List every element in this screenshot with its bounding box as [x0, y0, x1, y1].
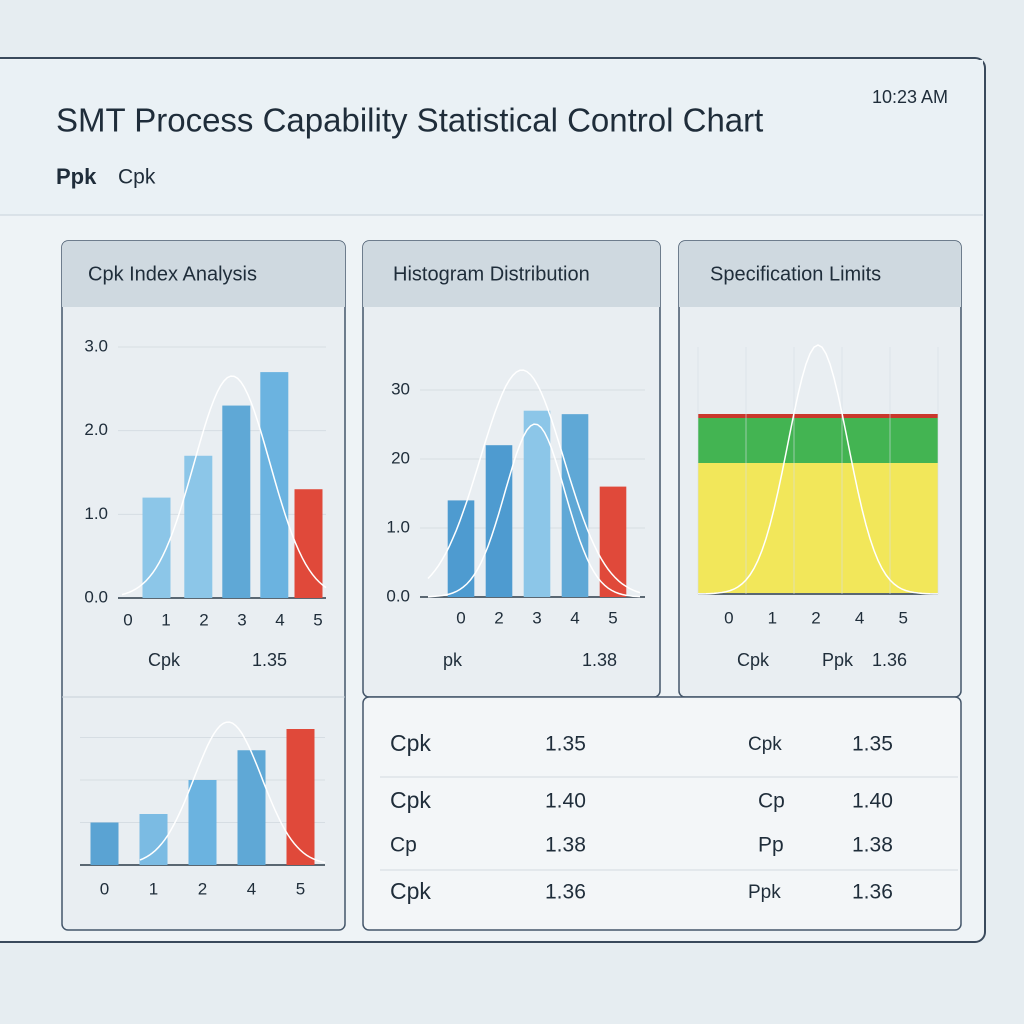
bar [184, 455, 213, 598]
table-label: Pp [758, 834, 784, 857]
bell-curve [139, 721, 326, 864]
table-label: Cp [758, 790, 785, 813]
panel-title: Cpk Index Analysis [88, 263, 257, 285]
x-tick-label: 2 [198, 879, 207, 898]
table-value: 1.35 [852, 733, 893, 756]
annotation: pk [443, 650, 463, 670]
bar [286, 729, 315, 865]
table-label: Cpk [390, 730, 431, 756]
x-tick-label: 5 [296, 879, 305, 898]
x-tick-label: 4 [570, 608, 579, 627]
bar [237, 750, 266, 865]
band-green [698, 418, 938, 463]
time: 10:23 AM [872, 87, 948, 107]
table-value: 1.35 [545, 733, 586, 756]
annotation: Ppk [822, 650, 854, 670]
bell-curve [121, 375, 327, 596]
panel-title: Histogram Distribution [393, 263, 590, 285]
x-tick-label: 4 [275, 610, 284, 629]
x-tick-label: 0 [123, 610, 132, 629]
bar [485, 445, 513, 597]
x-tick-label: 0 [100, 879, 109, 898]
x-tick-label: 0 [724, 608, 733, 627]
y-tick-label: 30 [391, 379, 410, 398]
y-tick-label: 1.0 [84, 504, 108, 523]
bar [188, 780, 217, 865]
y-tick-label: 0.0 [84, 587, 108, 606]
x-tick-label: 3 [532, 608, 541, 627]
table-value: 1.36 [852, 881, 893, 904]
panel-title: Specification Limits [710, 263, 881, 285]
tag: Ppk [56, 164, 97, 189]
tag: Cpk [118, 166, 156, 189]
table-panel [362, 696, 962, 931]
y-tick-label: 20 [391, 448, 410, 467]
x-tick-label: 1 [161, 610, 170, 629]
bell-curve [427, 369, 641, 594]
bar [523, 410, 551, 597]
band-yellow [698, 463, 938, 593]
bar [222, 405, 251, 598]
x-tick-label: 3 [237, 610, 246, 629]
table-value: 1.36 [545, 881, 586, 904]
band-red [698, 414, 938, 418]
x-tick-label: 5 [313, 610, 322, 629]
bar [260, 372, 289, 598]
x-tick-label: 2 [811, 608, 820, 627]
bar [561, 414, 589, 597]
table-label: Cpk [390, 787, 431, 813]
bell-curve [698, 344, 938, 595]
x-tick-label: 4 [855, 608, 864, 627]
table-label: Cpk [748, 734, 782, 755]
x-tick-label: 1 [149, 879, 158, 898]
x-tick-label: 2 [494, 608, 503, 627]
table-value: 1.38 [852, 834, 893, 857]
table-value: 1.38 [545, 834, 586, 857]
x-tick-label: 1 [768, 608, 777, 627]
annotation: 1.35 [252, 650, 287, 670]
y-tick-label: 2.0 [84, 420, 108, 439]
annotation: 1.36 [872, 650, 907, 670]
title: SMT Process Capability Statistical Contr… [56, 102, 763, 139]
panel-header [62, 241, 345, 307]
x-tick-label: 0 [456, 608, 465, 627]
y-tick-label: 1.0 [386, 517, 410, 536]
table-label: Cpk [390, 878, 431, 904]
table-label: Cp [390, 834, 417, 857]
y-tick-label: 0.0 [386, 586, 410, 605]
annotation: 1.38 [582, 650, 617, 670]
annotation: Cpk [148, 650, 181, 670]
bar [139, 814, 168, 865]
table-value: 1.40 [545, 790, 586, 813]
table-label: Ppk [748, 882, 781, 903]
bar [447, 500, 475, 597]
x-tick-label: 2 [199, 610, 208, 629]
bar [90, 822, 119, 865]
panel-header [363, 241, 660, 307]
table-value: 1.40 [852, 790, 893, 813]
header-bg [0, 60, 983, 215]
x-tick-label: 4 [247, 879, 256, 898]
bell-curve [427, 423, 641, 598]
y-tick-label: 3.0 [84, 336, 108, 355]
x-tick-label: 5 [608, 608, 617, 627]
panel-header [679, 241, 961, 307]
bar [599, 486, 627, 597]
annotation: Cpk [737, 650, 770, 670]
x-tick-label: 5 [898, 608, 907, 627]
